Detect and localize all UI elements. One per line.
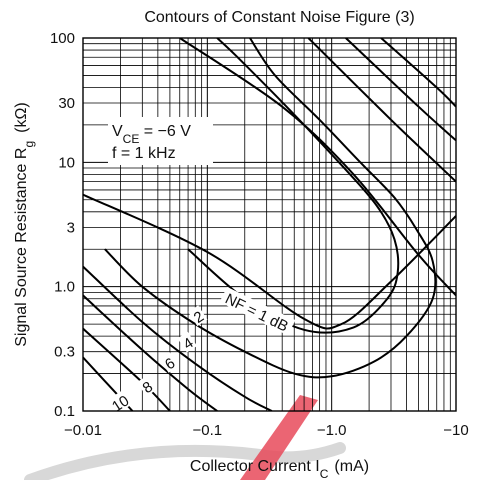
curve-2 — [104, 38, 437, 379]
curve-label-group: 2 — [188, 305, 208, 327]
curve-10 — [83, 356, 134, 411]
curve-4 — [83, 265, 273, 411]
plot-frame — [82, 37, 457, 412]
annotation-background — [108, 117, 213, 165]
y-axis-label: Signal Source Resistance Rg(kΩ) — [13, 102, 36, 347]
annotation-frequency: f = 1 kHz — [112, 145, 176, 162]
curve-label-group: 8 — [137, 375, 157, 397]
curve-label-group: 4 — [177, 331, 197, 353]
curve-6 — [83, 294, 218, 411]
curve-label-group: 6 — [159, 352, 179, 374]
curve-label-background — [219, 286, 296, 336]
curve-upper-2 — [179, 38, 456, 297]
y-axis-label-unit: (kΩ) — [13, 102, 30, 133]
y-tick-label: 100 — [50, 30, 75, 47]
watermark-slash — [240, 395, 318, 480]
y-tick-label: 1.0 — [54, 279, 75, 296]
curve-label-background — [106, 389, 133, 415]
x-axis-label: Collector Current IC (mA) — [190, 458, 369, 480]
curve-upper-5 — [380, 38, 456, 108]
y-axis-label-subscript: g — [22, 141, 36, 148]
grid — [82, 38, 456, 412]
curves — [83, 38, 456, 411]
x-tick-label: −1.0 — [317, 422, 347, 439]
x-tick-label: −0.1 — [193, 422, 223, 439]
x-tick-label: −0.01 — [64, 422, 102, 439]
y-tick-label: 30 — [58, 95, 75, 112]
curve-label-background — [177, 331, 197, 353]
curve-upper-4 — [345, 38, 456, 142]
curve-label-background — [137, 375, 157, 397]
watermark-swoosh — [24, 442, 346, 480]
curve-label-group: 10 — [106, 389, 133, 416]
x-axis-label-unit: (mA) — [334, 458, 369, 475]
watermark-logo — [24, 395, 346, 480]
curve-upper-3 — [307, 38, 456, 183]
curve-label-background — [159, 352, 179, 373]
curve-label: NF = 1 dB — [222, 290, 291, 335]
curve-label-group: NF = 1 dB — [219, 286, 296, 336]
x-axis-label-subscript: C — [320, 467, 329, 480]
chart-title: Contours of Constant Noise Figure (3) — [144, 9, 414, 26]
x-tick-label: −10 — [443, 422, 468, 439]
annotation-vce-value: = −6 V — [139, 123, 191, 140]
annotation-vce-subscript: CE — [123, 132, 140, 146]
y-tick-label: 3 — [67, 219, 75, 236]
curve-label-background — [188, 305, 208, 327]
curve-label: 10 — [109, 392, 132, 415]
curve-upper-1 — [83, 193, 456, 330]
curve-nf-1-db — [187, 38, 400, 334]
y-tick-label: 0.1 — [54, 403, 75, 420]
y-tick-label: 10 — [58, 154, 75, 171]
y-tick-label: 0.3 — [54, 344, 75, 361]
